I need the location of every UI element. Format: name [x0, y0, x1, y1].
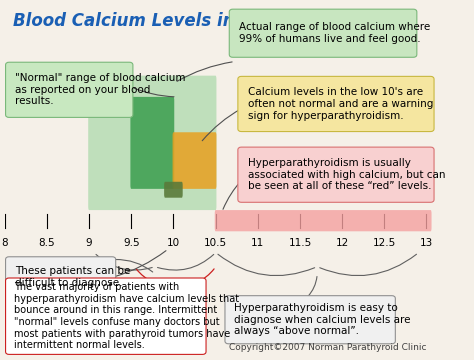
FancyBboxPatch shape [88, 76, 217, 210]
Text: 12: 12 [336, 238, 349, 248]
Text: 11.5: 11.5 [288, 238, 311, 248]
Text: Blood Calcium Levels in Humans.: Blood Calcium Levels in Humans. [13, 12, 323, 30]
Text: 9.5: 9.5 [123, 238, 139, 248]
Text: 9: 9 [86, 238, 92, 248]
Text: Copyright©2007 Norman Parathyroid Clinic: Copyright©2007 Norman Parathyroid Clinic [229, 343, 426, 352]
Text: "Normal" range of blood calcium
as reported on your blood
results.: "Normal" range of blood calcium as repor… [16, 73, 186, 107]
FancyBboxPatch shape [215, 210, 431, 231]
FancyBboxPatch shape [130, 97, 174, 189]
Text: Hyperparathyroidism is usually
associated with high calcium, but can
be seen at : Hyperparathyroidism is usually associate… [248, 158, 445, 191]
FancyBboxPatch shape [6, 62, 133, 117]
Text: The vast majority of patients with
hyperparathyroidism have calcium levels that
: The vast majority of patients with hyper… [14, 282, 239, 350]
FancyBboxPatch shape [225, 296, 395, 344]
Text: 8: 8 [1, 238, 8, 248]
FancyBboxPatch shape [229, 9, 417, 57]
Text: 8.5: 8.5 [38, 238, 55, 248]
FancyBboxPatch shape [164, 182, 182, 198]
FancyBboxPatch shape [238, 147, 434, 202]
FancyBboxPatch shape [6, 257, 116, 298]
FancyBboxPatch shape [238, 76, 434, 131]
Text: 10: 10 [167, 238, 180, 248]
Text: Calcium levels in the low 10's are
often not normal and are a warning
sign for h: Calcium levels in the low 10's are often… [248, 87, 433, 121]
Text: 10.5: 10.5 [204, 238, 227, 248]
FancyBboxPatch shape [173, 132, 217, 189]
FancyBboxPatch shape [6, 278, 206, 354]
Text: Actual range of blood calcium where
99% of humans live and feel good.: Actual range of blood calcium where 99% … [239, 22, 430, 44]
Text: These patients can be
difficult to diagnose.: These patients can be difficult to diagn… [16, 266, 131, 288]
Text: Hyperparathyroidism is easy to
diagnose when calcium levels are
always “above no: Hyperparathyroidism is easy to diagnose … [234, 303, 410, 336]
Text: 11: 11 [251, 238, 264, 248]
Text: 13: 13 [420, 238, 433, 248]
Text: 12.5: 12.5 [373, 238, 396, 248]
